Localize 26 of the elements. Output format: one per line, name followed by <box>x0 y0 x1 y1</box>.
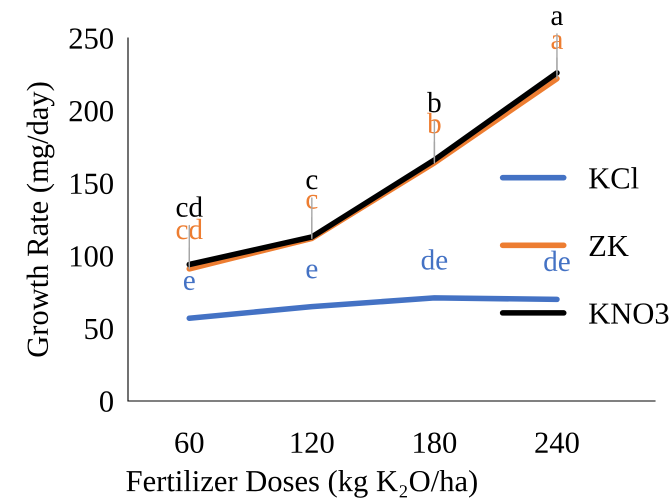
annotation: cd <box>176 196 203 217</box>
annotation: c <box>306 175 318 190</box>
annotation: e <box>184 276 195 290</box>
y-tick-label: 150 <box>70 173 113 194</box>
y-tick-label: 200 <box>70 100 113 122</box>
annotation: de <box>422 249 448 270</box>
annotation: c <box>306 194 318 209</box>
x-tick-label: 120 <box>292 432 334 454</box>
legend-label: ZK <box>590 236 629 256</box>
x-tick-label: 180 <box>414 432 456 454</box>
annotation: e <box>306 264 318 278</box>
x-tick-label: 60 <box>175 432 204 454</box>
annotation: cd <box>176 218 203 240</box>
x-tick-label: 240 <box>535 432 579 454</box>
y-tick-label: 50 <box>85 318 113 340</box>
y-tick-label: 0 <box>100 391 113 412</box>
legend-label: KCl <box>589 167 639 189</box>
annotation: a <box>552 11 564 26</box>
annotation: b <box>427 92 441 112</box>
y-axis-title: Growth Rate (mg/day) <box>26 82 54 357</box>
annotation: de <box>544 250 570 272</box>
legend-label: KNO3 <box>589 303 668 324</box>
y-tick-label: 100 <box>70 246 113 267</box>
annotation: b <box>427 112 441 134</box>
x-axis-title: Fertilizer Doses (kg K₂O/ha) <box>126 470 477 498</box>
y-tick-label: 250 <box>70 28 113 49</box>
